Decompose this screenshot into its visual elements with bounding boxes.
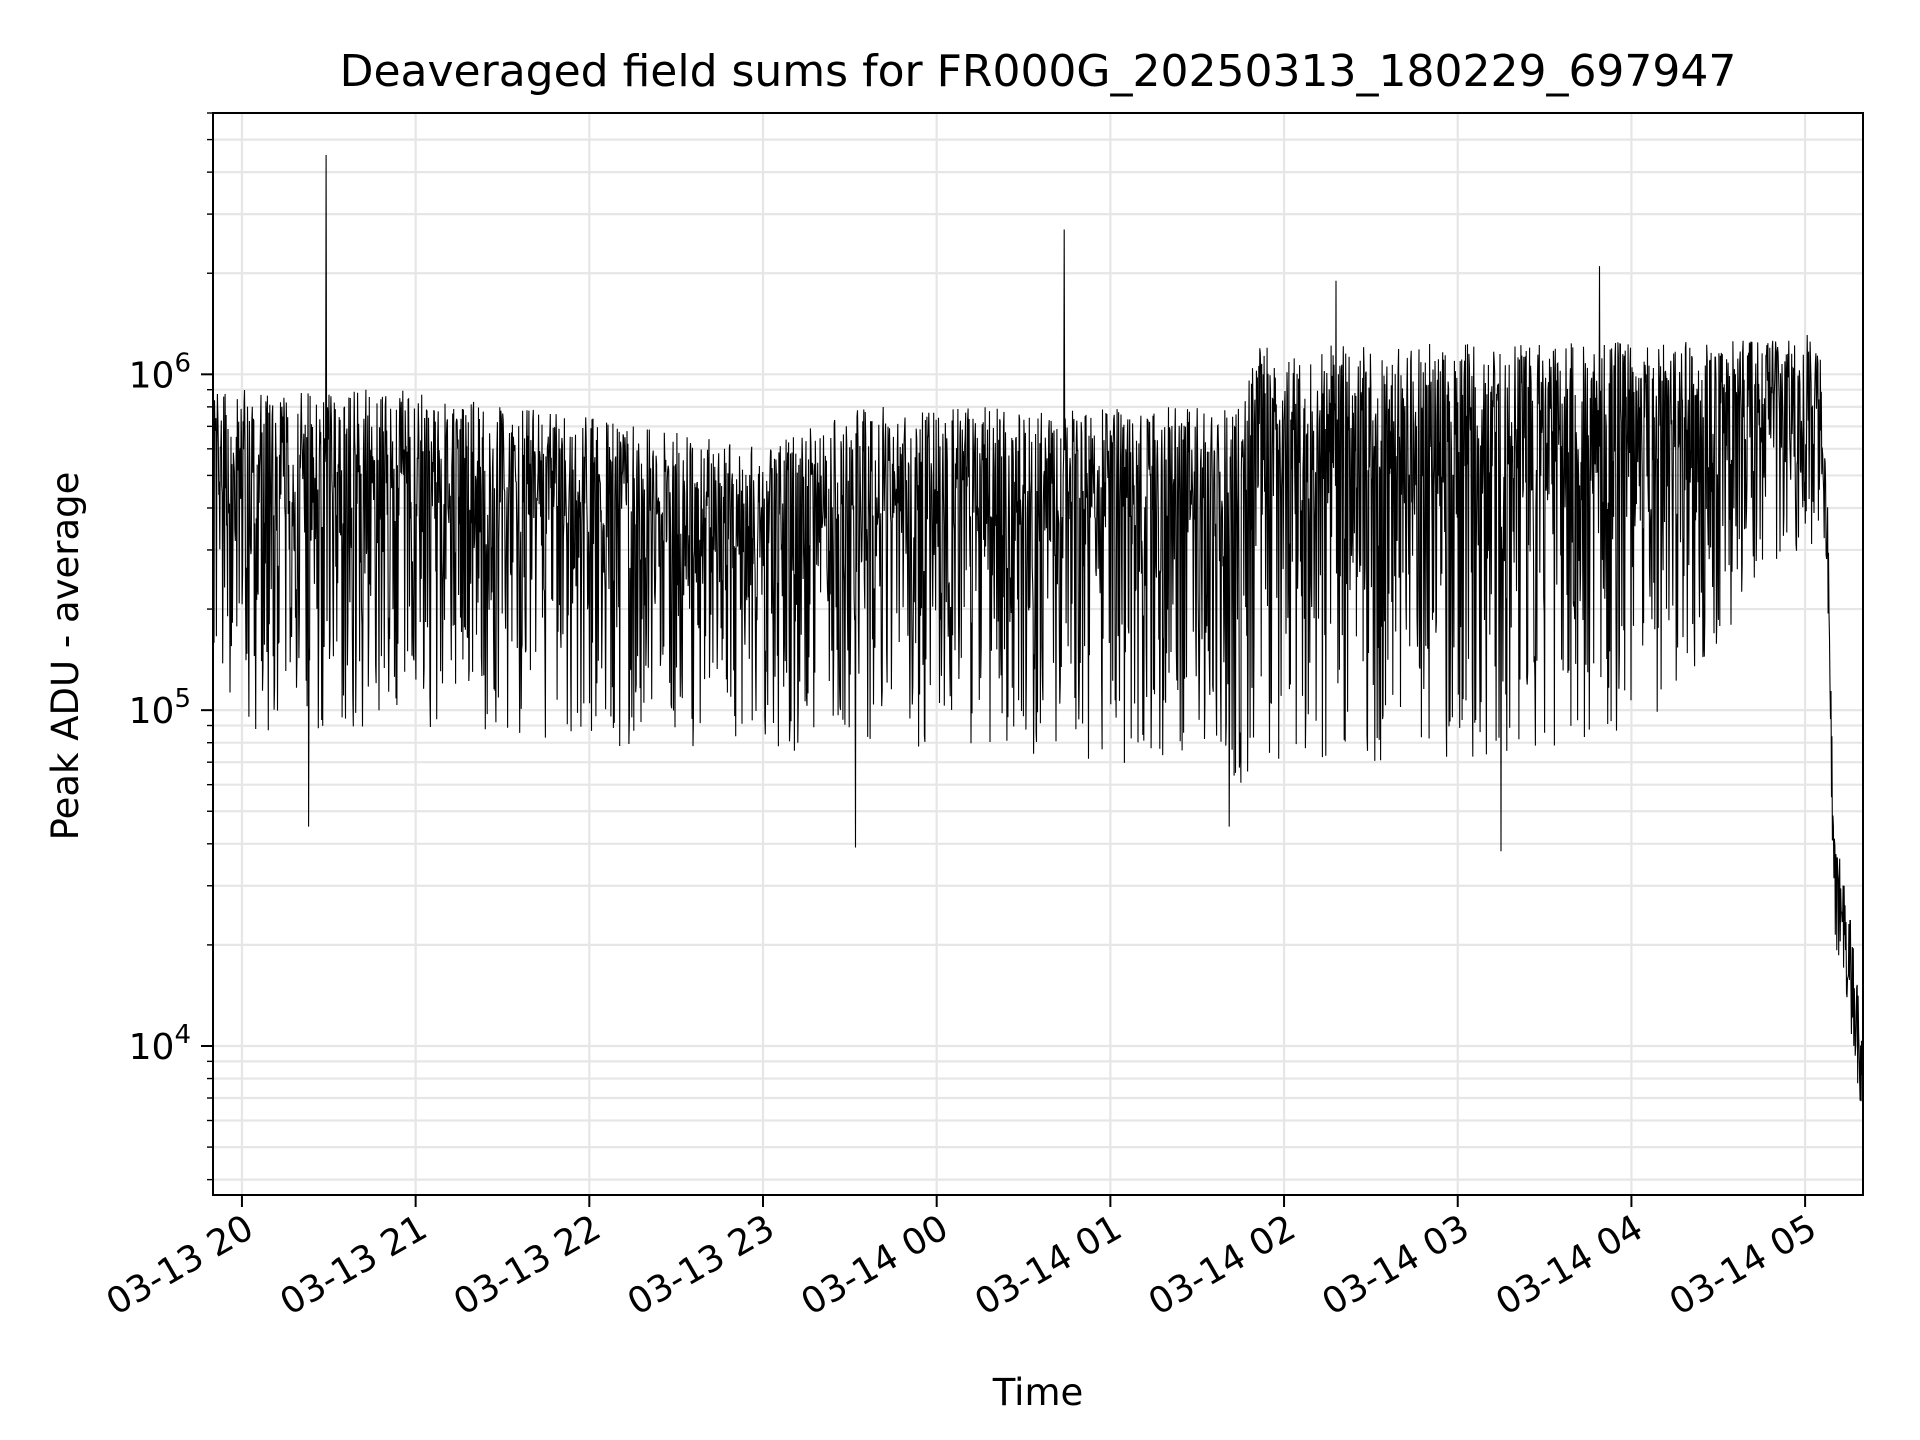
x-tick-label: 03-13 23 <box>621 1207 782 1323</box>
x-tick-label: 03-14 02 <box>1142 1207 1303 1323</box>
series-line <box>212 154 1864 1153</box>
y-axis: 104 105 106 <box>129 112 213 1181</box>
x-tick-label: 03-14 01 <box>968 1207 1129 1323</box>
plot-frame <box>212 112 1864 1196</box>
x-tick-label: 03-14 05 <box>1663 1207 1824 1323</box>
x-tick-label: 03-13 22 <box>447 1207 608 1323</box>
y-tick-label: 105 <box>129 684 191 732</box>
y-tick-label: 106 <box>129 348 191 396</box>
x-tick-label: 03-14 00 <box>795 1207 956 1323</box>
x-tick-label: 03-14 04 <box>1489 1207 1650 1323</box>
chart-title: Deaveraged field sums for FR000G_2025031… <box>340 46 1737 97</box>
x-tick-label: 03-14 03 <box>1316 1207 1477 1323</box>
y-tick-label: 104 <box>129 1020 191 1068</box>
x-tick-label: 03-13 21 <box>273 1207 434 1323</box>
x-tick-label: 03-13 20 <box>100 1207 261 1323</box>
data-series <box>212 154 1864 1153</box>
y-axis-label: Peak ADU - average <box>44 472 87 841</box>
x-axis-label: Time <box>992 1371 1084 1414</box>
x-axis: 03-13 20 03-13 21 03-13 22 03-13 23 03-14 00… <box>100 1195 1824 1324</box>
